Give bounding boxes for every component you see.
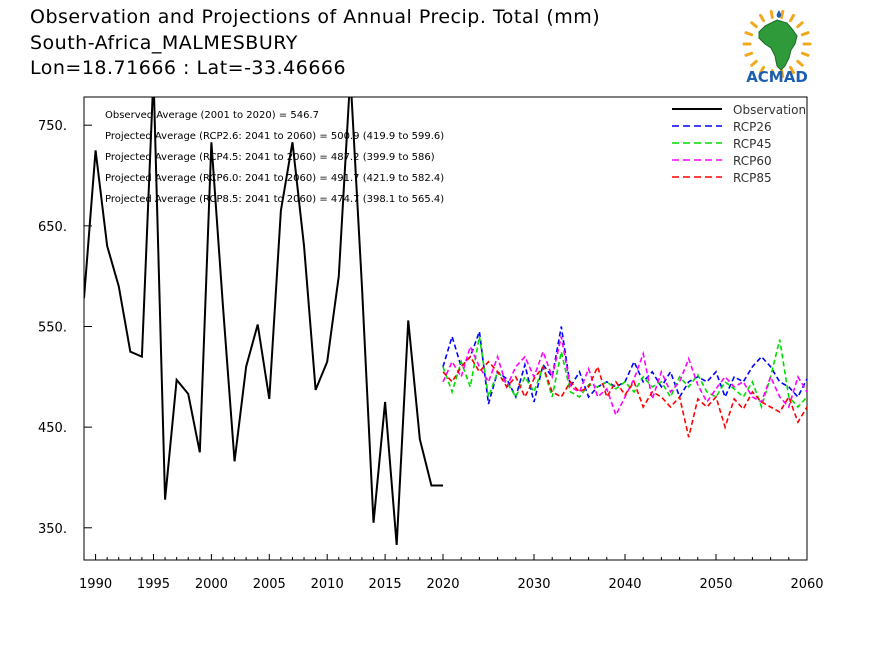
x-tick-label: 2010 <box>311 577 344 592</box>
x-tick-label: 1990 <box>79 577 112 592</box>
x-tick-label: 2040 <box>608 577 641 592</box>
location-label: South-Africa_MALMESBURY <box>30 32 298 54</box>
sun-ray <box>759 13 765 23</box>
x-tick-label: 2050 <box>699 577 732 592</box>
sun-ray <box>750 21 758 29</box>
x-tick-label: 2030 <box>517 577 550 592</box>
y-tick-label: 650. <box>38 220 67 235</box>
plot-frame <box>83 96 808 561</box>
legend-label: RCP45 <box>733 137 772 151</box>
observation-line <box>84 97 443 545</box>
sun-ray <box>789 13 795 23</box>
sun-ray <box>800 31 810 37</box>
annotation-text: Observed Average (2001 to 2020) = 546.7 <box>105 110 319 121</box>
x-tick-label: 2060 <box>790 577 823 592</box>
sun-ray <box>796 59 804 67</box>
annotation-text: Projected Average (RCP8.5: 2041 to 2060)… <box>105 194 444 205</box>
x-tick-label: 2005 <box>253 577 286 592</box>
annotation-text: Projected Average (RCP6.0: 2041 to 2060)… <box>105 173 444 184</box>
legend-label: RCP60 <box>733 154 772 168</box>
y-tick-label: 550. <box>38 320 67 335</box>
x-tick-label: 1995 <box>137 577 170 592</box>
legend-label: Observation <box>733 103 806 117</box>
y-tick-label: 450. <box>38 421 67 436</box>
sun-ray <box>750 59 758 67</box>
sun-ray <box>780 10 785 19</box>
sun-ray <box>744 31 754 37</box>
annotation-text: Projected Average (RCP4.5: 2041 to 2060)… <box>105 152 435 163</box>
series-line-rcp60 <box>442 336 807 418</box>
sun-ray <box>796 21 804 29</box>
sun-ray <box>789 65 795 75</box>
sun-ray <box>780 69 785 78</box>
x-tick-label: 2000 <box>195 577 228 592</box>
sun-ray <box>769 10 774 19</box>
x-tick-label: 2015 <box>369 577 402 592</box>
annotation-text: Projected Average (RCP2.6: 2041 to 2060)… <box>105 131 444 142</box>
y-tick-label: 350. <box>38 522 67 537</box>
acmad-logo-icon: ACMAD <box>742 10 812 86</box>
sun-ray <box>759 65 765 75</box>
y-tick-label: 750. <box>38 119 67 134</box>
coordinates-label: Lon=18.71666 : Lat=-33.46666 <box>30 57 347 79</box>
chart-title: Observation and Projections of Annual Pr… <box>30 6 601 28</box>
legend-label: RCP26 <box>733 120 772 134</box>
sun-ray <box>769 69 774 78</box>
x-tick-label: 2020 <box>426 577 459 592</box>
sun-ray <box>800 51 810 57</box>
logo-text: ACMAD <box>746 68 808 86</box>
legend-label: RCP85 <box>733 171 772 185</box>
sun-ray <box>744 51 754 57</box>
